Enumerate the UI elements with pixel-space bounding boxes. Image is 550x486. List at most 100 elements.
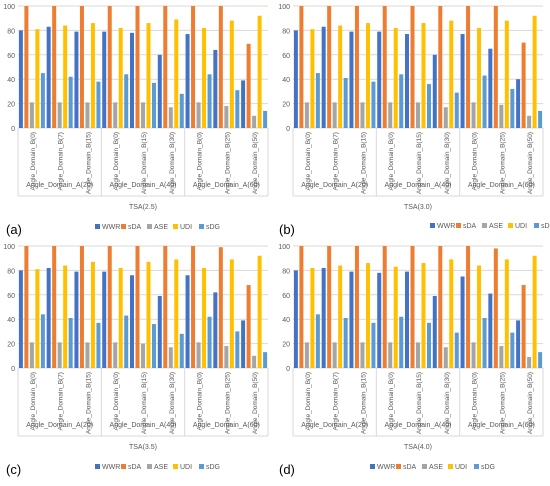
bar-wwr [460,34,465,129]
legend-label-wwr: WWR [377,464,395,471]
legend-label-sda: sDA [463,223,477,230]
bar-sda [382,246,387,368]
x-category-label: Angle_Domain_B(30) [444,132,451,194]
x-category-label: Angle_Domain_B(15) [360,132,367,194]
bar-sda [299,246,304,368]
bar-sdg [179,333,184,368]
bar-sdg [263,110,268,128]
y-tick-label: 60 [282,53,290,60]
x-group-label: Angle_Domain_A(20) [301,422,368,429]
legend-swatch-udi [173,464,178,469]
bar-ase [85,102,90,128]
x-category-label: Angle_Domain_B(0) [113,372,120,431]
x-category-label: Angle_Domain_B(0) [472,372,479,431]
bar-udi [90,23,95,128]
bar-ase [499,104,504,128]
x-group-label: Angle_Domain_A(40) [110,422,177,429]
bar-sdg [315,73,320,128]
y-tick-label: 40 [7,77,15,84]
bar-ase [252,115,257,128]
legend-label-sda: sDA [403,464,417,471]
legend-label-ase: ASE [154,224,168,231]
bar-sdg [454,332,459,368]
bar-wwr [349,31,354,128]
bar-udi [338,25,343,128]
bar-sda [327,6,332,128]
y-tick-label: 60 [7,53,15,60]
bar-udi [35,269,40,368]
legend-label-wwr: WWR [102,464,120,471]
legend-swatch-sda [456,223,461,228]
x-category-label: Angle_Domain_B(0) [113,132,120,191]
bar-ase [168,107,173,128]
bar-wwr [241,320,246,368]
bar-wwr [46,267,51,368]
bar-ase [471,102,476,128]
legend-swatch-sdg [534,223,539,228]
bar-sda [135,6,140,128]
bar-udi [174,259,179,368]
x-group-label: Angle_Domain_A(60) [193,422,260,429]
x-category-label: Angle_Domain_B(15) [416,132,423,194]
bar-udi [365,263,370,368]
legend-swatch-sdg [199,224,204,229]
legend-swatch-udi [173,224,178,229]
bar-udi [338,265,343,368]
bar-ase [29,342,34,368]
legend-label-sdg: sDG [206,464,220,471]
bar-udi [310,267,315,368]
x-group-label: Angle_Domain_A(60) [468,182,535,189]
x-category-label: Angle_Domain_B(0) [30,372,37,431]
bar-sda [354,246,359,368]
bar-wwr [293,30,298,128]
bar-wwr [241,80,246,128]
bar-sda [493,248,498,368]
bar-sdg [482,75,487,128]
bar-wwr [102,31,107,128]
y-tick-label: 0 [286,366,290,373]
bar-sdg [482,317,487,368]
panel-label-c: (c) [6,462,22,477]
bar-udi [202,27,207,128]
y-tick-label: 60 [282,293,290,300]
bar-udi [365,23,370,128]
bar-sdg [207,316,212,368]
x-axis-title: TSA(4.0) [404,444,432,451]
legend-label-sdg: sDG [541,223,550,230]
bar-ase [113,342,118,368]
legend-swatch-ase [147,224,152,229]
x-category-label: Angle_Domain_B(50) [252,132,259,194]
bar-sda [163,246,168,368]
y-tick-label: 80 [282,268,290,275]
bar-wwr [488,48,493,129]
x-group-label: Angle_Domain_A(60) [193,182,260,189]
bar-sda [327,246,332,368]
panel-label-d: (d) [279,462,295,477]
bar-wwr [349,271,354,368]
bar-ase [332,342,337,368]
bar-sda [466,6,471,128]
bar-ase [443,107,448,128]
legend-label-ase: ASE [489,223,503,230]
bar-sdg [538,352,543,368]
legend-swatch-sdg [474,464,479,469]
bar-wwr [377,31,382,128]
bar-sdg [124,74,129,128]
bar-ase [141,102,145,128]
y-tick-label: 20 [282,342,290,349]
bar-wwr [130,32,134,129]
bar-udi [118,267,123,368]
bar-ase [443,347,448,368]
bar-udi [532,255,537,368]
bar-udi [393,266,398,368]
legend-swatch-sda [396,464,401,469]
bar-sda [246,43,251,128]
bar-wwr [321,267,326,368]
legend-label-ase: ASE [429,464,443,471]
bar-udi [421,23,426,128]
bar-wwr [432,54,437,128]
x-category-label: Angle_Domain_B(25) [499,132,506,194]
bar-sdg [235,90,240,128]
